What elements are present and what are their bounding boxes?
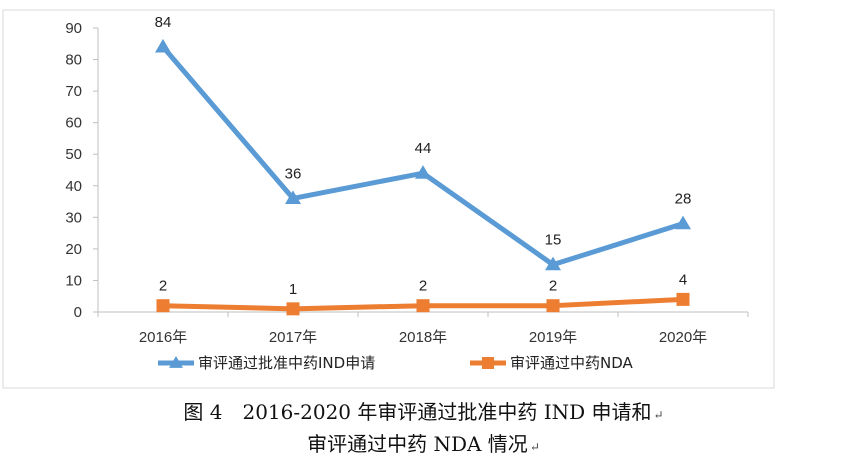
data-point-marker	[546, 299, 560, 313]
series-layer: 84 36 44 15 28 2 1 2 2 4	[155, 14, 692, 316]
data-point-marker	[285, 190, 301, 204]
data-label: 4	[679, 271, 687, 288]
data-point-marker	[156, 299, 170, 313]
data-label: 2	[549, 278, 557, 295]
paragraph-mark: ↵	[529, 440, 540, 454]
legend: 审评通过批准中药IND申请 审评通过中药NDA	[158, 354, 634, 372]
y-tick-label: 50	[65, 146, 82, 163]
x-tick-label: 2016年	[139, 329, 187, 346]
legend-marker	[169, 356, 183, 368]
y-tick-label: 20	[65, 241, 82, 258]
y-tick-label: 90	[65, 20, 82, 37]
y-tick-label: 80	[65, 52, 82, 69]
data-point-marker	[675, 215, 691, 230]
caption-text-1: 图 4 2016-2020 年审评通过批准中药 IND 申请和	[183, 400, 652, 424]
y-tick-label: 30	[65, 209, 82, 226]
y-axis-ticks: 0 10 20 30 40 50 60 70 80 90	[65, 20, 98, 321]
data-point-marker	[155, 38, 171, 53]
x-axis-ticks: 2016年 2017年 2018年 2019年 2020年	[97, 312, 749, 346]
data-label: 28	[675, 191, 692, 208]
y-tick-label: 40	[65, 178, 82, 195]
x-tick-label: 2018年	[399, 329, 447, 346]
data-label: 84	[155, 14, 172, 31]
data-label: 2	[419, 278, 427, 295]
legend-marker	[482, 357, 494, 369]
data-point-marker	[416, 299, 430, 313]
data-label: 15	[545, 232, 562, 249]
paragraph-mark: ↵	[653, 408, 664, 422]
x-tick-label: 2017年	[269, 329, 317, 346]
legend-label: 审评通过中药NDA	[510, 354, 634, 372]
figure-caption-line-1: 图 4 2016-2020 年审评通过批准中药 IND 申请和 ↵	[0, 396, 847, 425]
chart-frame	[2, 9, 775, 389]
data-point-marker	[545, 256, 561, 271]
x-tick-label: 2020年	[659, 329, 707, 346]
y-tick-label: 10	[65, 272, 82, 289]
data-label: 2	[159, 278, 167, 295]
y-tick-label: 70	[65, 83, 82, 100]
line-chart: 0 10 20 30 40 50 60 70 80 90 2016年 2017年 2018年 2019年…	[2, 9, 775, 389]
data-label: 36	[285, 165, 302, 182]
x-tick-label: 2019年	[529, 329, 577, 346]
y-tick-label: 0	[74, 304, 82, 321]
y-tick-label: 60	[65, 115, 82, 132]
data-label: 44	[415, 140, 432, 157]
data-point-marker	[676, 292, 690, 306]
figure-caption-line-2: 审评通过中药 NDA 情况 ↵	[0, 428, 847, 457]
data-point-marker	[415, 165, 431, 179]
data-label: 1	[289, 281, 297, 298]
data-point-marker	[286, 302, 300, 316]
legend-label: 审评通过批准中药IND申请	[198, 354, 375, 372]
caption-text-2: 审评通过中药 NDA 情况	[307, 432, 528, 456]
